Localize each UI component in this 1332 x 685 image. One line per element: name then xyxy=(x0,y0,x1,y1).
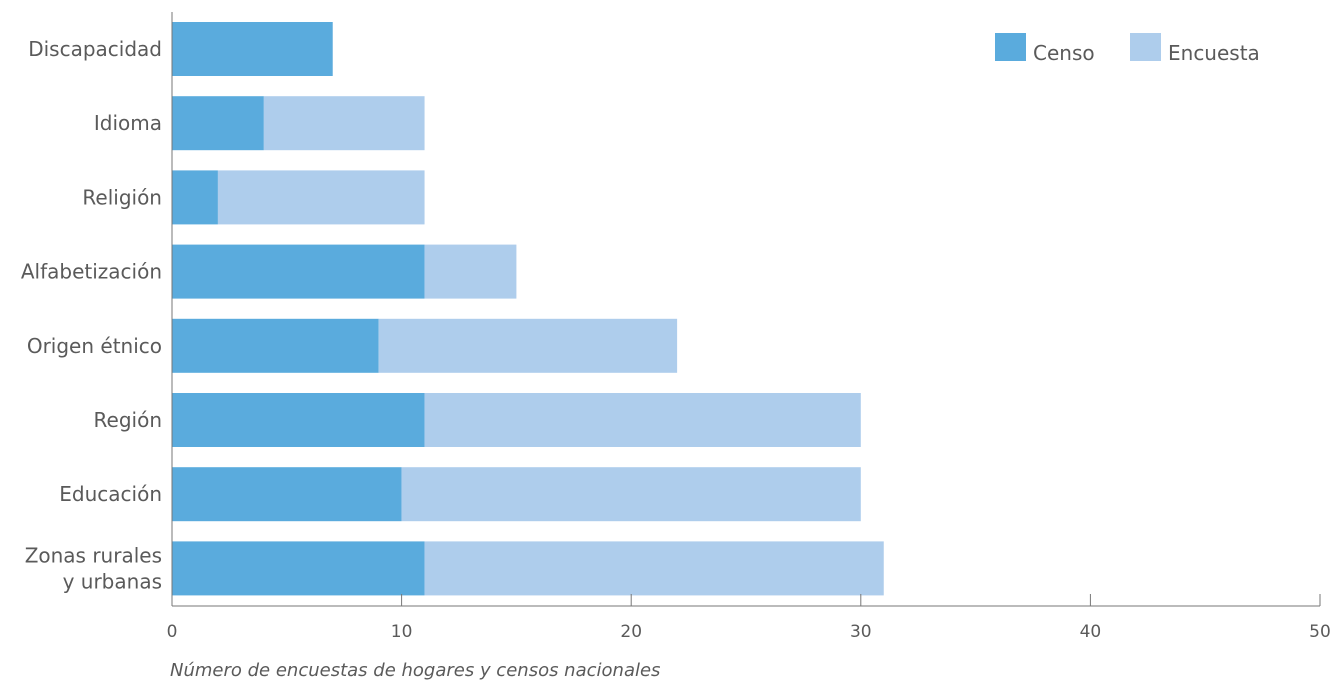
x-axis-title: Número de encuestas de hogares y censos … xyxy=(170,660,660,681)
bar-censo-7 xyxy=(172,541,425,596)
bar-encuesta-5 xyxy=(424,393,861,447)
category-label-0: Discapacidad xyxy=(28,37,162,61)
bar-encuesta-2 xyxy=(217,170,425,225)
bars-group xyxy=(172,22,884,596)
category-label-2: Religión xyxy=(82,185,162,209)
category-label-4: Origen étnico xyxy=(27,334,162,358)
x-tick-label-1: 10 xyxy=(391,622,413,642)
category-label-1: Idioma xyxy=(94,111,162,135)
legend: Censo Encuesta xyxy=(995,33,1260,65)
bar-censo-2 xyxy=(172,170,218,225)
x-tick-label-2: 20 xyxy=(620,622,642,642)
bar-encuesta-7 xyxy=(424,541,884,596)
x-tick-label-5: 50 xyxy=(1309,622,1331,642)
legend-swatch-censo xyxy=(995,33,1026,61)
legend-label-encuesta: Encuesta xyxy=(1168,41,1260,65)
x-tick-label-0: 0 xyxy=(167,622,178,642)
axes-group xyxy=(171,12,1320,607)
bar-censo-6 xyxy=(172,467,402,522)
category-label-5: Región xyxy=(94,408,162,432)
bar-encuesta-4 xyxy=(378,318,678,373)
bar-encuesta-1 xyxy=(263,96,425,151)
x-tick-label-4: 40 xyxy=(1080,622,1102,642)
bar-encuesta-6 xyxy=(401,467,861,522)
category-label-3: Alfabetización xyxy=(21,260,162,284)
legend-label-censo: Censo xyxy=(1033,41,1095,65)
bar-censo-5 xyxy=(172,393,425,447)
bar-censo-1 xyxy=(172,96,264,151)
bar-encuesta-3 xyxy=(424,244,517,299)
bar-censo-4 xyxy=(172,318,379,373)
category-labels-group: Discapacidad Idioma Religión Alfabetización… xyxy=(21,37,162,593)
legend-swatch-encuesta xyxy=(1130,33,1161,61)
category-label-6: Educación xyxy=(59,482,162,506)
bar-censo-0 xyxy=(172,22,333,76)
x-ticks-group: 0 10 20 30 40 50 xyxy=(167,594,1331,642)
bar-censo-3 xyxy=(172,244,425,299)
category-label-7: Zonas rurales y urbanas xyxy=(25,543,162,593)
x-tick-label-3: 30 xyxy=(850,622,872,642)
